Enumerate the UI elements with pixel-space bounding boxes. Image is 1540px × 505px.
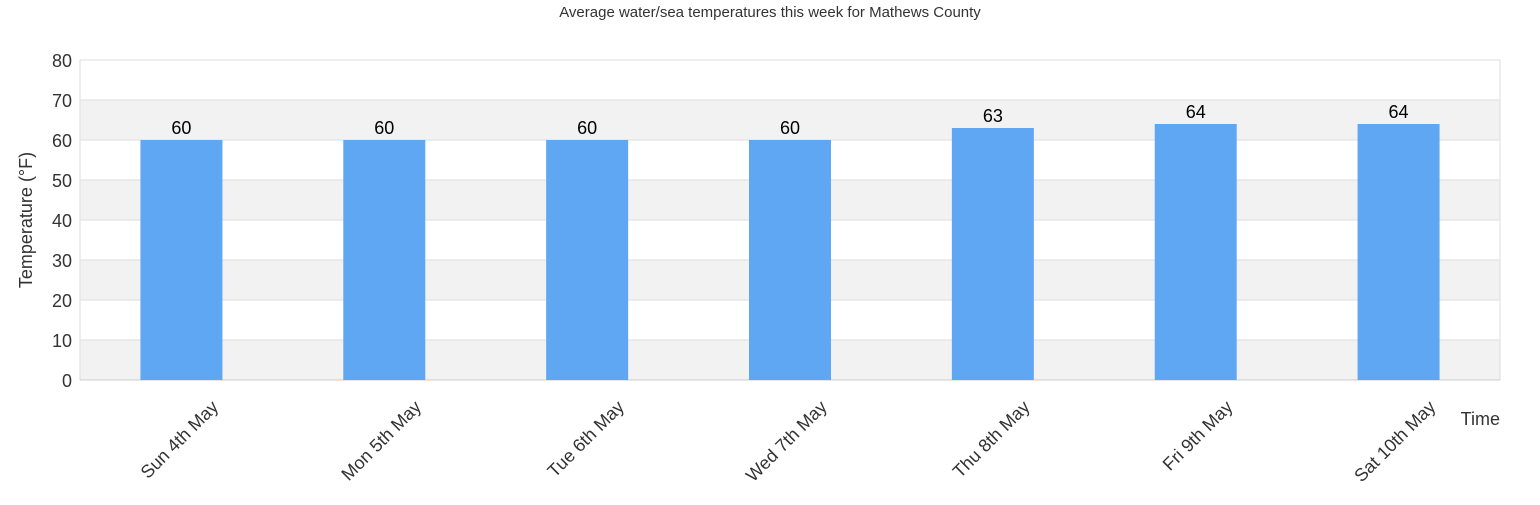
bar xyxy=(546,140,629,380)
y-tick-label: 50 xyxy=(52,171,72,191)
x-tick-label: Thu 8th May xyxy=(949,397,1034,482)
data-label: 60 xyxy=(374,118,394,138)
data-labels: 60 60 60 60 63 64 64 xyxy=(171,102,1408,138)
bar xyxy=(1154,124,1237,380)
x-axis-label: Time xyxy=(1461,409,1500,429)
bar xyxy=(140,140,223,380)
data-label: 63 xyxy=(983,106,1003,126)
bar xyxy=(951,128,1034,380)
chart-title: Average water/sea temperatures this week… xyxy=(559,4,981,21)
y-tick-label: 20 xyxy=(52,291,72,311)
bar xyxy=(343,140,426,380)
y-axis-label: Temperature (°F) xyxy=(16,152,36,288)
plot-band xyxy=(80,100,1500,140)
x-axis-ticks: Sun 4th May Mon 5th May Tue 6th May Wed 7th… xyxy=(137,397,1440,486)
x-tick-label: Sat 10th May xyxy=(1350,397,1439,486)
x-tick-label: Sun 4th May xyxy=(137,397,223,483)
y-tick-label: 30 xyxy=(52,251,72,271)
x-tick-label: Wed 7th May xyxy=(742,397,831,486)
data-label: 60 xyxy=(577,118,597,138)
bar xyxy=(1357,124,1440,380)
x-tick-label: Fri 9th May xyxy=(1159,397,1237,475)
y-tick-label: 60 xyxy=(52,131,72,151)
x-tick-label: Tue 6th May xyxy=(544,397,628,481)
y-tick-label: 40 xyxy=(52,211,72,231)
data-label: 64 xyxy=(1186,102,1206,122)
y-tick-label: 80 xyxy=(52,51,72,71)
bars xyxy=(140,124,1440,380)
y-tick-label: 10 xyxy=(52,331,72,351)
y-tick-label: 70 xyxy=(52,91,72,111)
y-tick-label: 0 xyxy=(62,371,72,391)
x-tick-label: Mon 5th May xyxy=(337,397,425,485)
y-axis-ticks: 0 10 20 30 40 50 60 70 80 xyxy=(52,51,72,391)
data-label: 64 xyxy=(1389,102,1409,122)
data-label: 60 xyxy=(171,118,191,138)
data-label: 60 xyxy=(780,118,800,138)
plot-band xyxy=(80,60,1500,100)
bar xyxy=(749,140,831,380)
